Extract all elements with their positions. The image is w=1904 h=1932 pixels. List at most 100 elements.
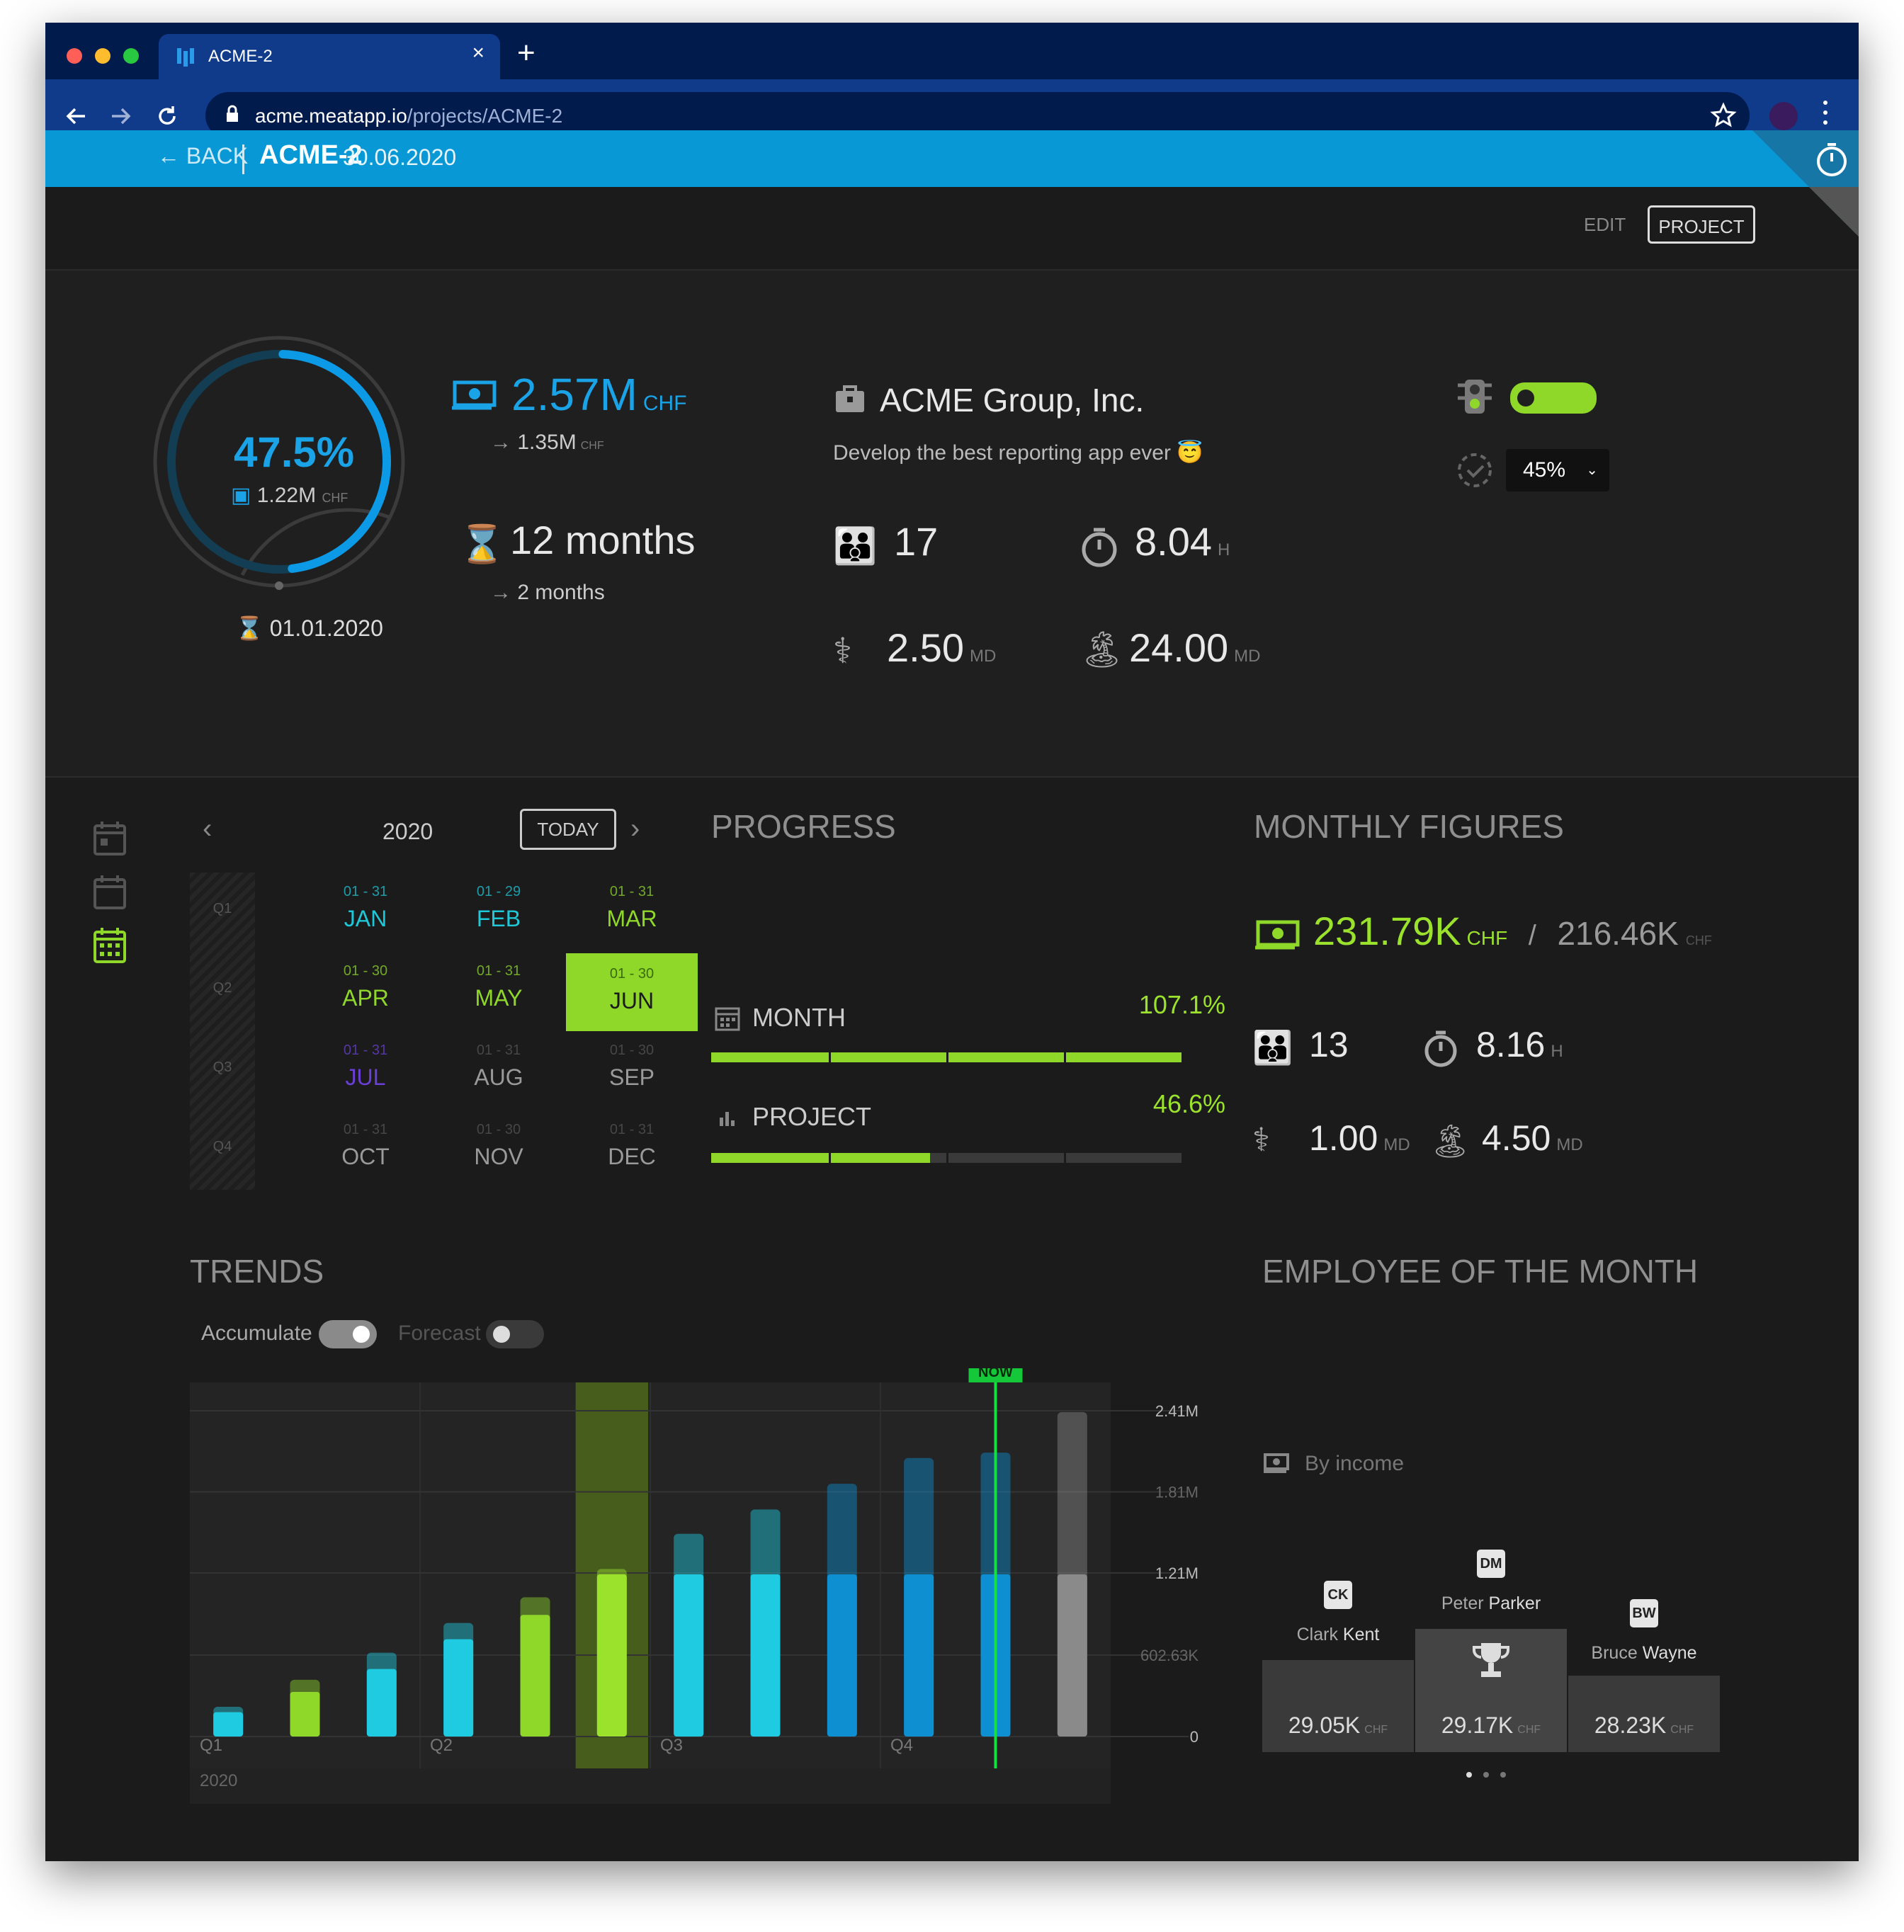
divider (45, 269, 1859, 271)
arrow-left-icon: ← (157, 143, 180, 169)
project-description: Develop the best reporting app ever 😇 (833, 441, 1203, 465)
forward-arrow-icon[interactable] (108, 103, 133, 129)
month-mar[interactable]: 01 - 31 MAR (566, 871, 698, 949)
new-tab-icon[interactable]: + (517, 35, 536, 70)
calendar-day-icon[interactable] (92, 820, 128, 858)
hourglass-icon: ⌛ (235, 615, 264, 641)
back-arrow-icon[interactable] (64, 103, 89, 129)
money-icon (1264, 1453, 1289, 1473)
app-favicon-icon (177, 48, 194, 67)
bar-actual-sep (827, 1574, 857, 1737)
month-range: 01 - 31 (476, 963, 521, 979)
month-range: 01 - 31 (609, 884, 654, 899)
employee-amount: 28.23K CHF (1594, 1712, 1694, 1738)
month-aug[interactable]: 01 - 31 AUG (433, 1030, 565, 1108)
monthly-income: 231.79K CHF / 216.46K CHF (1313, 909, 1712, 953)
podium-block[interactable] (1262, 1660, 1414, 1752)
gauge-amount: ▣ 1.22M CHF (231, 484, 348, 507)
status-toggle[interactable] (1510, 382, 1597, 414)
browser-menu-icon[interactable] (1823, 101, 1828, 130)
month-name: JUL (345, 1064, 386, 1090)
stethoscope-icon: ⚕ (1252, 1121, 1270, 1158)
sick-days: 2.50 MD (887, 625, 997, 670)
money-icon: ▣ (231, 484, 251, 507)
month-progress-value: 107.1% (1138, 990, 1225, 1019)
arrow-right-icon: → (490, 581, 511, 604)
calendar-month-icon[interactable] (92, 926, 128, 966)
app-header: ← BACK ACME-2 30.06.2020 (45, 130, 1859, 187)
month-name: DEC (608, 1144, 656, 1169)
start-date: ⌛ 01.01.2020 (235, 615, 383, 641)
header-divider (242, 144, 244, 174)
month-name: MAR (606, 906, 657, 931)
edit-link[interactable]: EDIT (1584, 214, 1626, 235)
profile-avatar[interactable] (1769, 102, 1798, 130)
back-link[interactable]: ← BACK (157, 143, 248, 169)
divider (45, 776, 1859, 778)
accumulate-toggle[interactable] (319, 1320, 377, 1348)
back-label: BACK (186, 143, 249, 169)
carousel-dot[interactable] (1500, 1772, 1506, 1778)
next-year-icon[interactable]: › (630, 813, 640, 844)
bar-actual-feb (290, 1692, 320, 1737)
bar-segment-divider (1064, 1052, 1066, 1062)
month-dec[interactable]: 01 - 31 DEC (566, 1109, 698, 1187)
month-name: AUG (474, 1064, 523, 1090)
duration: 12 months (510, 518, 696, 562)
carousel-dot[interactable] (1466, 1772, 1472, 1778)
month-range: 01 - 31 (343, 1042, 388, 1058)
minimize-window-icon[interactable] (95, 48, 110, 64)
quarter-strip: Q1 Q2 Q3 Q4 (190, 873, 255, 1190)
money-stack-icon (1255, 920, 1300, 950)
y-tick-label: 0 (1190, 1728, 1198, 1746)
browser-window: ACME-2 × + acme.meatapp.io/projects/ACME… (45, 23, 1859, 1861)
bar-actual-aug (750, 1574, 781, 1737)
browser-tab[interactable]: ACME-2 × (159, 34, 500, 79)
bar-actual-dec (1057, 1574, 1087, 1737)
hourglass-icon: ⌛ (459, 524, 505, 565)
progress-title: PROGRESS (711, 808, 896, 845)
tab-close-icon[interactable]: × (472, 41, 484, 64)
stopwatch-icon[interactable] (1815, 142, 1849, 178)
month-jan[interactable]: 01 - 31 JAN (300, 871, 431, 949)
completion-select[interactable]: 45% ⌄ (1506, 449, 1609, 491)
today-button[interactable]: TODAY (520, 809, 616, 850)
month-name: JUN (609, 988, 654, 1013)
month-oct[interactable]: 01 - 31 OCT (300, 1109, 431, 1187)
x-tick-label: Q2 (430, 1736, 453, 1755)
month-range: 01 - 30 (609, 1042, 654, 1058)
close-window-icon[interactable] (67, 48, 82, 64)
podium-block[interactable] (1568, 1676, 1720, 1752)
bar-segment-divider (829, 1153, 831, 1163)
employee-amount: 29.17K CHF (1441, 1712, 1541, 1738)
month-progress-label: MONTH (752, 1003, 846, 1032)
month-jul[interactable]: 01 - 31 JUL (300, 1030, 431, 1108)
month-apr[interactable]: 01 - 30 APR (300, 950, 431, 1028)
calendar-week-icon[interactable] (92, 874, 128, 912)
month-sep[interactable]: 01 - 30 SEP (566, 1030, 698, 1108)
month-may[interactable]: 01 - 31 MAY (433, 950, 565, 1028)
carousel-dot[interactable] (1483, 1772, 1489, 1778)
monthly-figures-title: MONTHLY FIGURES (1254, 808, 1564, 845)
bar-actual-may (520, 1615, 550, 1737)
team-count: 17 (894, 519, 939, 564)
prev-year-icon[interactable]: ‹ (203, 813, 212, 844)
month-feb[interactable]: 01 - 29 FEB (433, 871, 565, 949)
bar-chart-icon (720, 1112, 735, 1126)
tab-title: ACME-2 (208, 47, 273, 66)
vacation-days: 24.00 MD (1129, 625, 1261, 670)
maximize-window-icon[interactable] (123, 48, 139, 64)
lock-icon (227, 105, 238, 122)
budget-total: 2.57M CHF (511, 369, 687, 420)
url-text[interactable]: acme.meatapp.io/projects/ACME-2 (255, 105, 563, 127)
calendar-icon (715, 1007, 740, 1031)
reload-icon[interactable] (154, 103, 180, 129)
project-button[interactable]: PROJECT (1648, 205, 1755, 244)
month-nov[interactable]: 01 - 30 NOV (433, 1109, 565, 1187)
chevron-down-icon: ⌄ (1586, 462, 1598, 478)
corner-fold (1809, 187, 1859, 237)
month-jun[interactable]: 01 - 30 JUN (566, 953, 698, 1031)
forecast-toggle[interactable] (486, 1320, 544, 1348)
stethoscope-icon: ⚕ (833, 631, 853, 671)
bookmark-star-icon[interactable] (1710, 102, 1737, 129)
